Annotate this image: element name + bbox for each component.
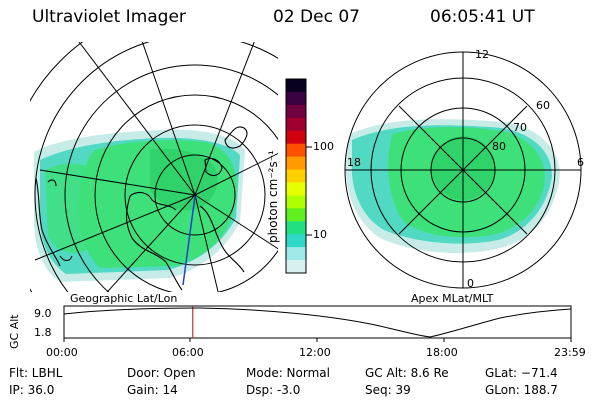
lat-lon-grid bbox=[30, 42, 278, 292]
colorbar-band bbox=[286, 143, 306, 158]
altitude-curve bbox=[63, 307, 572, 338]
instrument-title: Ultraviolet Imager bbox=[32, 7, 186, 27]
colorbar-tick-10: 10 bbox=[313, 228, 327, 241]
colorbar-band bbox=[286, 79, 306, 93]
timeline-ytick-1-8: 1.8 bbox=[34, 326, 52, 339]
ip-value: IP: 36.0 bbox=[9, 383, 55, 397]
colorbar-band bbox=[286, 260, 306, 274]
seq-value: Seq: 39 bbox=[365, 383, 411, 397]
date-label: 02 Dec 07 bbox=[273, 7, 360, 27]
mlat-label-70: 70 bbox=[513, 121, 527, 134]
glon-value: GLon: 188.7 bbox=[485, 383, 558, 397]
colorbar-band bbox=[286, 156, 306, 171]
colorbar-band bbox=[286, 208, 306, 222]
mlat-label-80: 80 bbox=[492, 140, 506, 153]
timeline-xtick-1800: 18:00 bbox=[426, 346, 458, 359]
colorbar-band bbox=[286, 182, 306, 196]
colorbar-band bbox=[286, 130, 306, 145]
colorbar-band bbox=[286, 195, 306, 209]
color-scale-bar bbox=[285, 78, 312, 274]
mlt-label-12: 12 bbox=[475, 48, 489, 61]
colorbar-tick-100: 100 bbox=[313, 140, 334, 153]
magnetic-map bbox=[344, 51, 582, 289]
glat-value: GLat: −71.4 bbox=[485, 366, 558, 380]
mlt-label-6: 6 bbox=[577, 156, 584, 169]
colorbar-band bbox=[286, 221, 306, 235]
gc-alt-value: GC Alt: 8.6 Re bbox=[365, 366, 449, 380]
door-value: Door: Open bbox=[127, 366, 196, 380]
sub-satellite-track bbox=[182, 195, 196, 286]
auroral-image-right bbox=[345, 119, 560, 253]
dsp-value: Dsp: -3.0 bbox=[246, 383, 301, 397]
timeline-xtick-1200: 12:00 bbox=[299, 346, 331, 359]
timeline-xtick-0600: 06:00 bbox=[172, 346, 204, 359]
timeline-ytick-9: 9.0 bbox=[34, 307, 52, 320]
filter-value: Flt: LBHL bbox=[9, 366, 63, 380]
colorbar-band bbox=[286, 117, 306, 132]
mlt-label-0: 0 bbox=[467, 277, 474, 290]
colorbar-band bbox=[286, 169, 306, 183]
mode-value: Mode: Normal bbox=[246, 366, 330, 380]
apex-caption: Apex MLat/MLT bbox=[411, 292, 494, 305]
colorbar-band bbox=[286, 91, 306, 106]
gain-value: Gain: 14 bbox=[127, 383, 178, 397]
geographic-caption: Geographic Lat/Lon bbox=[70, 292, 178, 305]
timeline-axis-label: GC Alt bbox=[8, 314, 21, 349]
colorbar-band bbox=[286, 104, 306, 119]
altitude-timeline bbox=[63, 305, 572, 342]
mlt-label-18: 18 bbox=[347, 156, 361, 169]
colorbar-unit-label: photon cm⁻²s⁻¹ bbox=[266, 150, 280, 243]
timeline-xtick-0000: 00:00 bbox=[46, 346, 78, 359]
mlat-label-60: 60 bbox=[536, 99, 550, 112]
geographic-map bbox=[30, 42, 278, 292]
colorbar-band bbox=[286, 247, 306, 261]
colorbar-band bbox=[286, 234, 306, 248]
coastlines bbox=[35, 126, 248, 291]
timeline-xtick-2359: 23:59 bbox=[554, 346, 586, 359]
time-label: 06:05:41 UT bbox=[430, 7, 535, 27]
auroral-image-left bbox=[34, 129, 245, 282]
